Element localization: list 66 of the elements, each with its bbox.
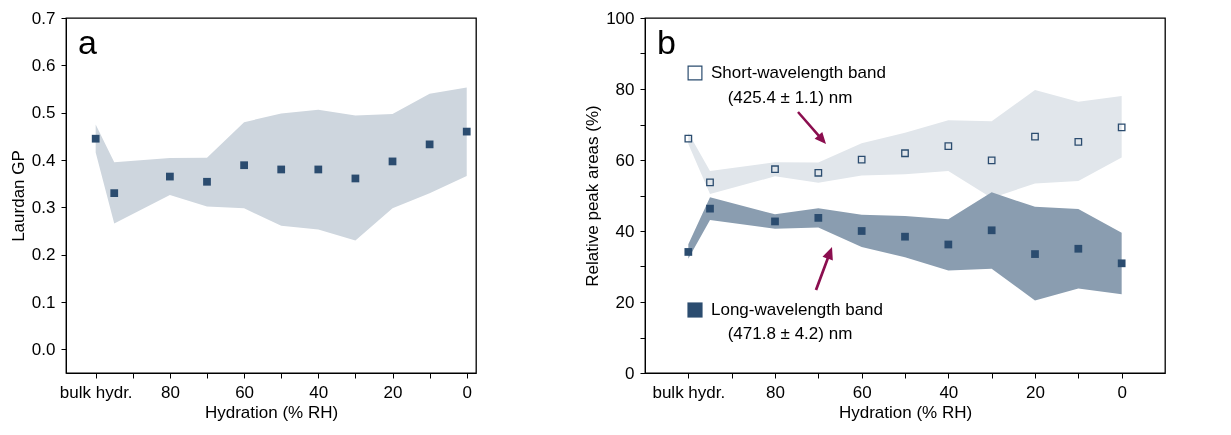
y-tick-label: 0.6 [31,55,56,75]
y-axis-title: Relative peak areas (%) [583,105,603,287]
legend-label: Short-wavelength band [711,63,886,82]
point [684,134,693,143]
point [814,213,823,222]
y-tick-label: 0.5 [31,103,56,123]
point [240,161,248,170]
chart-title: b [657,23,676,61]
x-tick-label: bulk hydr. [59,382,133,402]
point [944,142,953,151]
point [857,227,866,235]
y-tick-label: 0.1 [31,292,56,312]
x-tick-label: 20 [383,382,403,402]
point [684,248,693,256]
x-tick-label: 0 [1117,382,1127,402]
point [987,156,996,165]
point [203,177,211,186]
point [462,127,471,136]
point [771,217,779,226]
point [314,165,323,174]
point [1117,123,1126,132]
y-tick-label: 0.7 [31,8,56,28]
y-tick-label: 80 [615,79,635,99]
x-tick-label: 0 [462,382,472,402]
x-tick-label: 40 [939,382,959,402]
point [706,178,714,187]
point [1074,244,1083,253]
annotation: (471.8 ± 4.2) nm [727,324,853,343]
point [277,165,286,174]
y-tick-label: 100 [606,8,635,28]
point [1031,250,1039,258]
y-tick-label: 0 [625,363,635,383]
point [706,204,714,213]
point [814,168,823,177]
x-axis-title: Hydration (% RH) [204,402,339,422]
x-tick-label: 60 [852,382,872,402]
chart-title: a [78,23,97,61]
x-axis-title: Hydration (% RH) [838,402,973,422]
y-tick-label: 20 [615,292,635,312]
y-tick-label: 40 [615,221,635,241]
x-tick-label: 40 [309,382,329,402]
point [1074,138,1083,146]
point [944,240,953,249]
point [166,172,174,181]
y-tick-label: 0.0 [31,339,56,359]
point [901,232,909,241]
y-tick-label: 0.2 [31,245,56,265]
legend-label: Long-wavelength band [711,300,884,319]
x-tick-label: bulk hydr. [652,382,726,402]
x-tick-label: 80 [766,382,785,402]
point [1117,259,1126,268]
point [901,149,909,158]
y-axis-title: Laurdan GP [8,150,28,242]
y-tick-label: 0.3 [31,197,56,217]
point [771,165,779,174]
point [1031,132,1039,141]
point [857,155,866,164]
x-tick-label: 60 [235,382,255,402]
annotation: (425.4 ± 1.1) nm [727,88,853,107]
x-tick-label: 80 [160,382,180,402]
point [110,189,119,198]
point [91,134,100,143]
point [987,226,996,235]
x-tick-label: 20 [1026,382,1045,402]
y-tick-label: 60 [615,150,635,170]
y-tick-label: 0.4 [31,150,56,170]
